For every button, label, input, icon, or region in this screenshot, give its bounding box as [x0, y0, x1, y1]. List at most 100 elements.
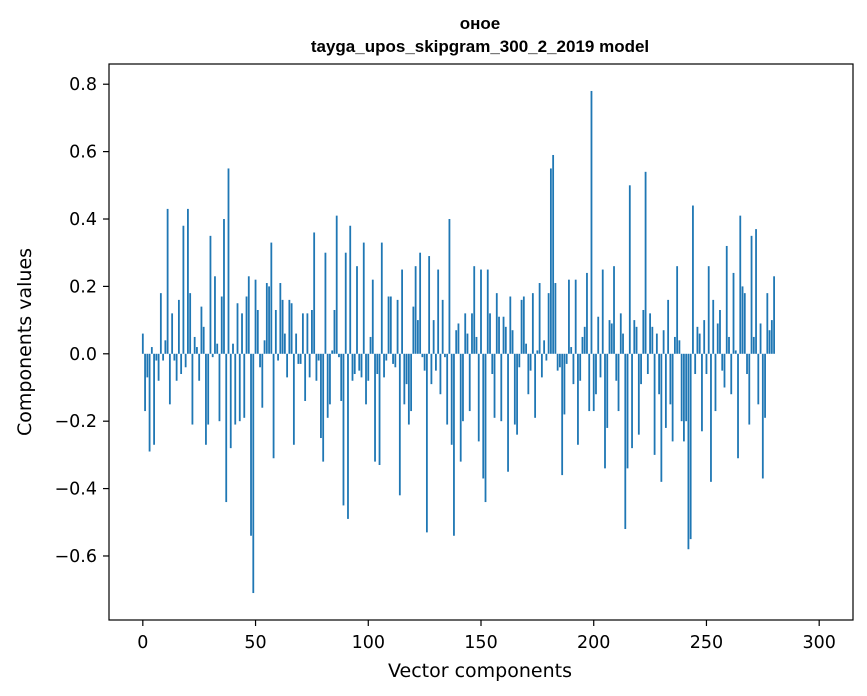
- bar-11: [166, 208, 169, 354]
- bar-76: [313, 232, 316, 354]
- bar-68: [295, 333, 298, 354]
- bar-148: [475, 336, 478, 354]
- bar-171: [527, 353, 530, 395]
- bar-189: [568, 279, 570, 354]
- bar-72: [304, 353, 307, 401]
- bar-129: [432, 320, 435, 354]
- bar-43: [238, 353, 241, 422]
- bar-165: [513, 353, 516, 425]
- bar-176: [538, 283, 541, 354]
- bar-196: [583, 326, 586, 354]
- bar-13: [171, 313, 174, 354]
- bar-99: [365, 353, 367, 405]
- bar-24: [196, 347, 198, 354]
- bar-188: [565, 353, 568, 364]
- bar-63: [283, 333, 286, 354]
- bar-29: [207, 353, 210, 425]
- bar-107: [383, 353, 385, 378]
- bar-181: [549, 168, 552, 354]
- bar-53: [261, 353, 264, 408]
- bar-81: [324, 252, 327, 354]
- bar-180: [547, 293, 550, 354]
- bar-18: [182, 225, 185, 354]
- bar-231: [662, 330, 665, 354]
- bar-200: [592, 353, 595, 412]
- bar-132: [439, 353, 442, 395]
- bar-278: [768, 330, 771, 354]
- bar-144: [466, 333, 469, 354]
- bar-15: [175, 353, 178, 381]
- bar-22: [191, 353, 194, 425]
- bar-211: [617, 353, 620, 412]
- bar-113: [396, 299, 399, 354]
- bar-42: [236, 303, 239, 354]
- bar-201: [595, 353, 597, 395]
- bar-130: [435, 353, 437, 371]
- bar-75: [311, 309, 313, 354]
- bar-248: [701, 353, 703, 432]
- bar-219: [635, 326, 638, 354]
- bar-94: [353, 353, 356, 375]
- bar-182: [552, 154, 555, 354]
- bar-143: [464, 313, 467, 354]
- bar-23: [193, 336, 196, 354]
- bar-162: [507, 353, 509, 472]
- bar-150: [480, 269, 482, 354]
- bar-104: [376, 353, 379, 375]
- bar-212: [619, 313, 622, 354]
- x-tick-label: 300: [802, 633, 835, 653]
- bar-156: [493, 353, 496, 418]
- bar-25: [198, 353, 201, 381]
- bar-97: [360, 353, 363, 378]
- bar-83: [329, 353, 331, 405]
- bar-168: [520, 299, 523, 354]
- bar-238: [678, 340, 681, 354]
- bar-55: [265, 283, 268, 354]
- bar-12: [168, 353, 171, 405]
- bar-166: [516, 353, 518, 435]
- bar-48: [250, 353, 252, 536]
- chart-title: онoe: [460, 14, 501, 33]
- bar-45: [243, 353, 246, 418]
- bar-86: [335, 215, 338, 354]
- bar-101: [369, 336, 372, 354]
- bar-260: [728, 336, 730, 354]
- bar-169: [522, 296, 525, 354]
- bar-49: [252, 353, 255, 594]
- bar-199: [590, 90, 593, 354]
- bar-134: [444, 353, 446, 358]
- bar-series: [141, 90, 775, 594]
- bar-175: [536, 350, 539, 354]
- bar-141: [459, 353, 462, 462]
- bar-38: [227, 168, 230, 354]
- bar-32: [214, 276, 216, 354]
- bar-69: [297, 353, 300, 364]
- bar-228: [655, 333, 658, 354]
- bar-122: [416, 320, 419, 354]
- bar-179: [545, 353, 548, 361]
- bar-192: [574, 279, 577, 354]
- bar-230: [660, 353, 663, 482]
- bar-19: [184, 353, 187, 368]
- bar-244: [692, 205, 694, 354]
- bar-120: [412, 306, 415, 354]
- bar-210: [615, 353, 618, 381]
- bar-209: [613, 266, 615, 354]
- bar-88: [340, 353, 343, 401]
- bar-9: [162, 353, 165, 361]
- bar-277: [766, 293, 769, 354]
- bar-265: [739, 215, 742, 354]
- bar-71: [301, 313, 304, 354]
- bar-78: [317, 353, 320, 361]
- bar-197: [586, 272, 588, 354]
- bar-159: [500, 353, 503, 422]
- bar-216: [628, 185, 631, 354]
- bar-91: [347, 353, 349, 519]
- bar-173: [531, 293, 534, 354]
- bar-241: [685, 353, 688, 422]
- bar-267: [743, 293, 746, 354]
- bar-279: [770, 320, 773, 354]
- bar-60: [277, 353, 279, 361]
- bar-232: [664, 353, 667, 428]
